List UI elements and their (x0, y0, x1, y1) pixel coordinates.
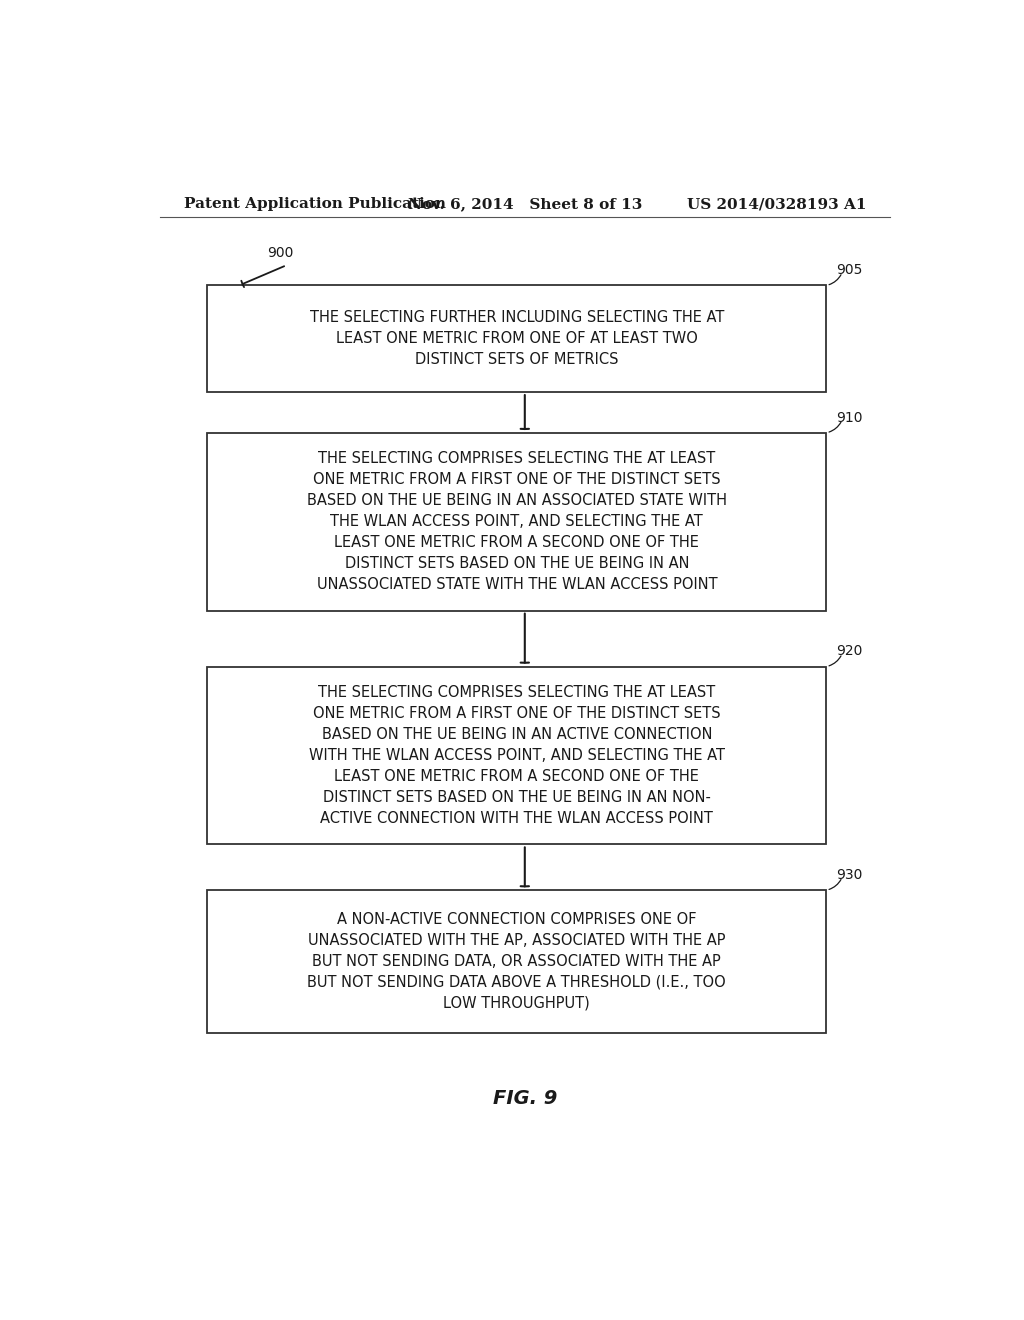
Bar (207, 285, 826, 392)
Text: 920: 920 (836, 644, 862, 659)
Text: 910: 910 (836, 411, 862, 425)
Text: THE SELECTING COMPRISES SELECTING THE AT LEAST
ONE METRIC FROM A FIRST ONE OF TH: THE SELECTING COMPRISES SELECTING THE AT… (307, 451, 727, 593)
Text: 905: 905 (836, 263, 862, 277)
Bar (207, 890, 826, 1032)
Text: FIG. 9: FIG. 9 (493, 1089, 557, 1107)
Text: THE SELECTING COMPRISES SELECTING THE AT LEAST
ONE METRIC FROM A FIRST ONE OF TH: THE SELECTING COMPRISES SELECTING THE AT… (309, 685, 725, 826)
Text: Nov. 6, 2014   Sheet 8 of 13: Nov. 6, 2014 Sheet 8 of 13 (408, 197, 642, 211)
Text: Patent Application Publication: Patent Application Publication (183, 197, 445, 211)
Text: 930: 930 (836, 869, 862, 882)
Text: THE SELECTING FURTHER INCLUDING SELECTING THE AT
LEAST ONE METRIC FROM ONE OF AT: THE SELECTING FURTHER INCLUDING SELECTIN… (309, 310, 724, 367)
Text: US 2014/0328193 A1: US 2014/0328193 A1 (686, 197, 866, 211)
Text: 900: 900 (267, 246, 293, 260)
Text: A NON-ACTIVE CONNECTION COMPRISES ONE OF
UNASSOCIATED WITH THE AP, ASSOCIATED WI: A NON-ACTIVE CONNECTION COMPRISES ONE OF… (307, 912, 726, 1011)
Bar (207, 433, 826, 611)
Bar (207, 667, 826, 845)
